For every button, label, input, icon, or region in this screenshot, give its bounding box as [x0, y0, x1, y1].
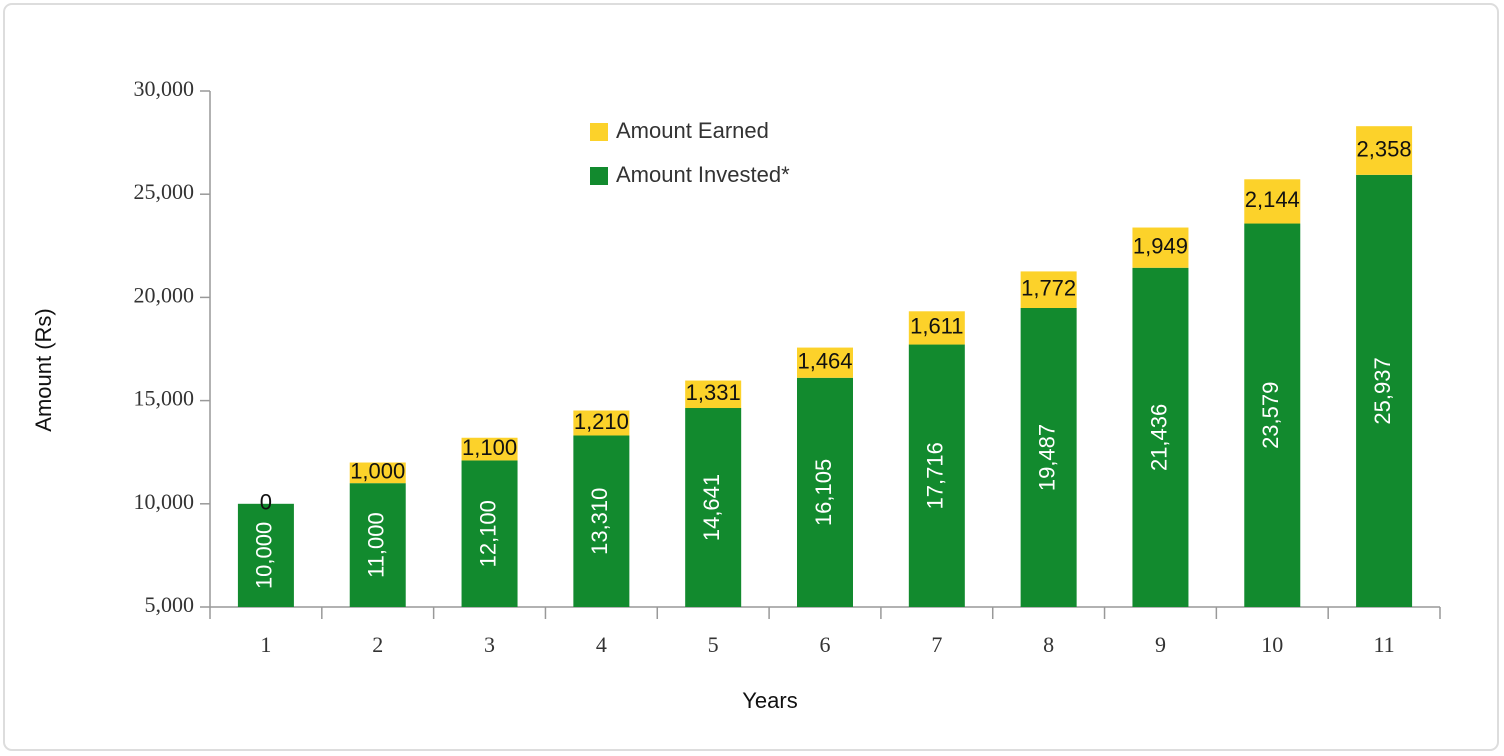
value-label: 10,000	[252, 522, 277, 589]
value-label: 13,310	[587, 488, 612, 555]
bar-segment	[797, 347, 853, 378]
value-label: 0	[260, 490, 272, 515]
value-label: 1,210	[574, 409, 629, 434]
y-tick-label: 25,000	[134, 179, 195, 204]
bar-segment	[1356, 126, 1413, 175]
x-tick-label: 8	[1043, 632, 1054, 657]
y-tick-label: 5,000	[145, 592, 195, 617]
bar-segment	[349, 462, 406, 484]
y-tick-label: 15,000	[134, 386, 195, 411]
x-tick-label: 6	[820, 632, 831, 657]
x-axis-title: Years	[742, 688, 797, 713]
bar-segment	[1020, 307, 1077, 607]
value-label: 14,641	[699, 474, 724, 541]
x-tick-label: 11	[1373, 632, 1394, 657]
value-label: 1,772	[1021, 276, 1076, 301]
value-label: 1,331	[686, 380, 741, 405]
x-tick-label: 1	[260, 632, 271, 657]
y-tick-label: 20,000	[134, 282, 195, 307]
x-tick-label: 3	[484, 632, 495, 657]
bar-segment	[349, 483, 406, 607]
y-tick-label: 10,000	[134, 489, 195, 514]
y-tick-label: 30,000	[134, 76, 195, 101]
value-label: 1,464	[797, 348, 852, 373]
bar-segment	[797, 377, 853, 607]
bar-segment	[573, 410, 630, 436]
value-label: 21,436	[1146, 404, 1171, 471]
bar-segment	[1132, 227, 1189, 268]
value-label: 11,000	[364, 512, 389, 578]
bar-segment	[1020, 271, 1077, 308]
x-tick-label: 7	[931, 632, 942, 657]
x-tick-label: 5	[708, 632, 719, 657]
legend-label: Amount Earned	[616, 118, 769, 143]
bar-segment	[461, 437, 518, 461]
bar-segment	[237, 503, 294, 607]
bar-segment	[685, 380, 742, 409]
bar-segment	[1356, 174, 1413, 607]
value-label: 2,144	[1245, 187, 1300, 212]
legend-label: Amount Invested*	[616, 162, 790, 187]
x-tick-label: 10	[1261, 632, 1283, 657]
value-label: 19,487	[1034, 424, 1059, 491]
value-label: 1,100	[462, 435, 517, 460]
bar-segment	[1132, 267, 1189, 607]
value-label: 1,000	[350, 459, 405, 484]
value-label: 1,611	[910, 314, 963, 339]
value-label: 16,105	[811, 459, 836, 526]
y-axis-title: Amount (Rs)	[31, 308, 56, 431]
bar-segment	[908, 344, 965, 607]
bar-segment	[1244, 179, 1301, 224]
x-tick-label: 2	[372, 632, 383, 657]
x-tick-label: 4	[596, 632, 607, 657]
value-label: 1,949	[1133, 233, 1188, 258]
bar-segment	[573, 435, 630, 607]
value-label: 23,579	[1258, 382, 1283, 449]
value-label: 12,100	[475, 500, 500, 567]
bar-segment	[1244, 223, 1301, 608]
x-tick-label: 9	[1155, 632, 1166, 657]
value-label: 25,937	[1370, 357, 1395, 424]
legend-swatch	[590, 123, 608, 141]
bar-segment	[685, 408, 742, 607]
bar-segment	[461, 460, 518, 607]
legend-swatch	[590, 167, 608, 185]
value-label: 2,358	[1357, 136, 1412, 161]
value-label: 17,716	[923, 442, 948, 509]
bar-segment	[908, 311, 965, 345]
